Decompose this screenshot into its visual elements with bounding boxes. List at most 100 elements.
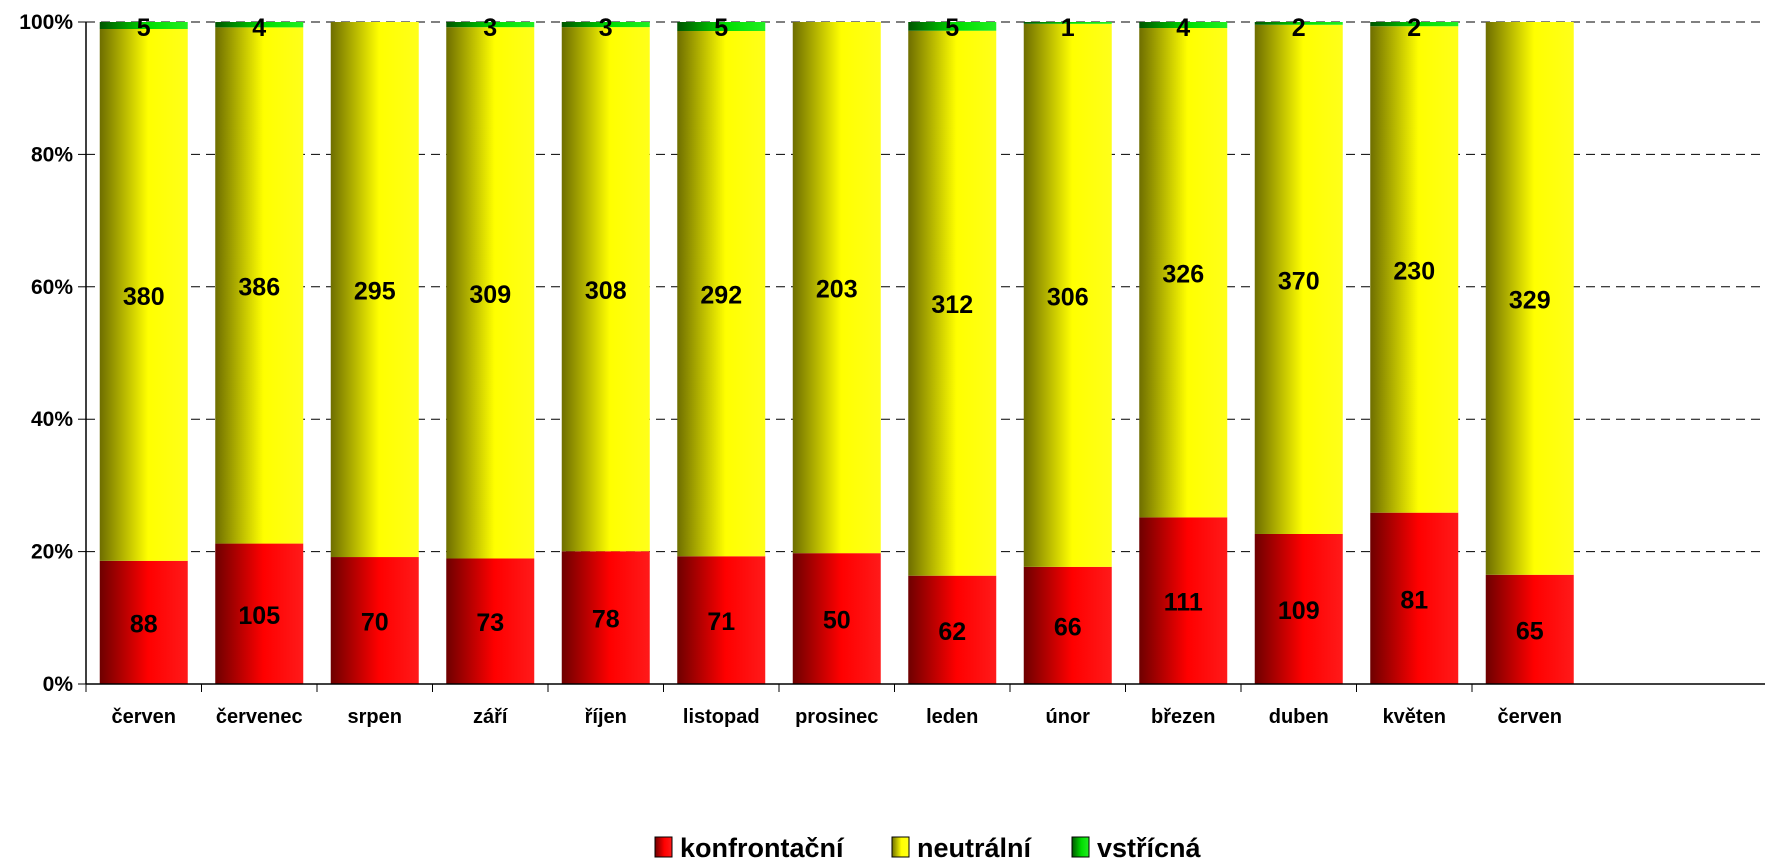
bar-segment-neutralni	[1485, 22, 1574, 575]
bar-segment-konfrontacni	[1254, 533, 1343, 684]
data-label: 4	[252, 14, 266, 42]
data-label: 3	[599, 14, 613, 42]
data-label: 66	[1054, 613, 1082, 641]
x-category-label: únor	[1046, 706, 1091, 728]
data-label: 5	[714, 14, 728, 42]
bar-segment-neutralni	[1023, 23, 1112, 567]
bar-segment-konfrontacni	[1139, 517, 1228, 684]
x-category-label: leden	[926, 706, 978, 728]
bars	[99, 22, 1574, 684]
bar-segment-vstricna	[1023, 22, 1112, 24]
x-category-label: listopad	[683, 706, 760, 728]
data-label: 62	[938, 618, 966, 646]
y-tick-label: 40%	[31, 408, 73, 431]
x-category-label: duben	[1269, 706, 1329, 728]
bar-segment-neutralni	[1370, 26, 1459, 513]
data-label: 309	[469, 281, 511, 309]
legend-swatch	[1071, 836, 1090, 858]
data-label: 329	[1509, 286, 1551, 314]
bar-segment-neutralni	[446, 27, 535, 559]
bar-segment-neutralni	[99, 28, 188, 561]
data-label: 380	[123, 283, 165, 311]
data-label: 78	[592, 606, 620, 634]
data-label: 3	[483, 14, 497, 42]
x-category-label: červenec	[216, 706, 303, 728]
bar-segment-vstricna	[1370, 22, 1459, 27]
y-tick-label: 60%	[31, 276, 73, 299]
data-label: 109	[1278, 597, 1320, 625]
legend-label: neutrální	[917, 833, 1033, 863]
data-label: 203	[816, 276, 858, 304]
bar-segment-vstricna	[99, 22, 188, 29]
data-label: 71	[707, 608, 735, 636]
y-tick-label: 100%	[19, 11, 73, 34]
bar-segment-vstricna	[561, 22, 650, 28]
data-label: 370	[1278, 267, 1320, 295]
legend-swatch	[654, 836, 673, 858]
data-label: 2	[1292, 14, 1306, 42]
data-labels: 88 380 5 105 386 4 70 295 73 309 3 78 308 3 71 292 5 50 20…	[123, 14, 1551, 646]
bar-segment-neutralni	[330, 22, 419, 558]
data-label: 4	[1176, 14, 1190, 42]
bar-segment-neutralni	[792, 22, 881, 554]
data-label: 292	[700, 282, 742, 310]
data-label: 1	[1061, 14, 1075, 42]
bar-segment-neutralni	[561, 27, 650, 552]
bar-segment-vstricna	[677, 22, 766, 31]
y-tick-label: 0%	[43, 673, 74, 696]
bar-segment-neutralni	[1139, 28, 1228, 518]
bar-segment-vstricna	[908, 22, 997, 31]
bar-segment-neutralni	[908, 30, 997, 576]
data-label: 295	[354, 278, 396, 306]
bar-segment-neutralni	[677, 30, 766, 557]
y-tick-label: 80%	[31, 143, 73, 166]
bar-segment-konfrontacni	[446, 558, 535, 684]
gridlines	[86, 21, 1765, 553]
data-label: 88	[130, 610, 158, 638]
bar-segment-vstricna	[446, 22, 535, 28]
x-category-label: květen	[1383, 706, 1446, 728]
bar-segment-konfrontacni	[1023, 566, 1112, 684]
data-label: 5	[945, 14, 959, 42]
data-label: 70	[361, 609, 389, 637]
data-label: 306	[1047, 283, 1089, 311]
bar-segment-konfrontacni	[330, 557, 419, 684]
data-label: 81	[1400, 586, 1428, 614]
bar-segment-konfrontacni	[792, 553, 881, 684]
data-label: 65	[1516, 617, 1544, 645]
x-category-label: prosinec	[795, 706, 878, 728]
bar-segment-vstricna	[1139, 22, 1228, 29]
bar-segment-konfrontacni	[677, 556, 766, 684]
bar-segment-neutralni	[215, 27, 304, 544]
bar-segment-konfrontacni	[908, 575, 997, 684]
bar-segment-vstricna	[1254, 22, 1343, 25]
axes: 0% 20% 40% 60% 80% 100% červen červenec srpen zář…	[19, 11, 1765, 728]
bar-segment-vstricna	[215, 22, 304, 28]
legend: konfrontační neutrální vstřícná	[654, 833, 1202, 863]
data-label: 386	[238, 273, 280, 301]
bar-segment-konfrontacni	[99, 560, 188, 684]
legend-swatch	[891, 836, 910, 858]
x-category-label: říjen	[585, 706, 627, 728]
data-label: 2	[1407, 14, 1421, 42]
bar-segment-konfrontacni	[1485, 574, 1574, 684]
data-label: 308	[585, 277, 627, 305]
x-category-label: červen	[1498, 706, 1563, 728]
data-label: 5	[137, 14, 151, 42]
data-label: 111	[1164, 589, 1203, 617]
bar-segment-neutralni	[1254, 24, 1343, 534]
data-label: 50	[823, 607, 851, 635]
x-category-label: červen	[112, 706, 177, 728]
bar-segment-konfrontacni	[1370, 512, 1459, 684]
data-label: 230	[1393, 257, 1435, 285]
data-label: 105	[238, 602, 280, 630]
legend-label: vstřícná	[1097, 833, 1202, 863]
data-label: 326	[1162, 261, 1204, 289]
bar-segment-konfrontacni	[561, 551, 650, 684]
data-label: 73	[476, 609, 504, 637]
x-category-label: srpen	[348, 706, 402, 728]
x-category-label: září	[473, 706, 509, 728]
y-tick-label: 20%	[31, 541, 73, 564]
x-category-label: březen	[1151, 706, 1215, 728]
